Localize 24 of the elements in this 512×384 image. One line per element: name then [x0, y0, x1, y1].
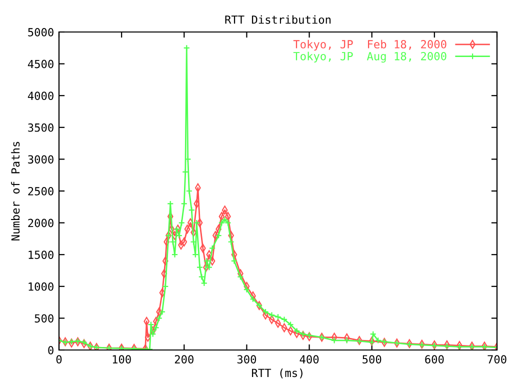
x-tick-label: 0: [56, 355, 62, 364]
y-axis-title: Number of Paths: [11, 142, 20, 240]
legend-label: Tokyo, JP Feb 18, 2000: [293, 40, 446, 51]
y-tick-label: 2500: [28, 187, 54, 196]
y-tick-label: 0: [48, 346, 54, 354]
y-tick-label: 500: [34, 314, 54, 323]
y-tick-label: 3500: [28, 123, 54, 132]
x-tick-label: 100: [112, 355, 131, 364]
x-tick-label: 400: [300, 355, 319, 364]
x-tick-label: 500: [362, 355, 382, 364]
y-tick-label: 5000: [28, 28, 54, 36]
x-tick-label: 300: [237, 355, 256, 364]
y-tick-label: 1500: [28, 250, 54, 260]
y-tick-label: 3000: [28, 155, 54, 164]
chart-title: RTT Distribution: [225, 15, 331, 24]
x-tick-label: 700: [488, 355, 506, 364]
y-tick-label: 2000: [28, 218, 54, 228]
x-tick-label: 600: [425, 355, 444, 364]
x-tick-label: 200: [174, 355, 194, 364]
y-tick-label: 4500: [28, 60, 54, 68]
legend-label: Tokyo, JP Aug 18, 2000: [293, 52, 446, 63]
y-tick-label: 4000: [28, 92, 54, 100]
x-axis-title: RTT (ms): [252, 368, 302, 378]
y-tick-label: 1000: [28, 282, 54, 291]
